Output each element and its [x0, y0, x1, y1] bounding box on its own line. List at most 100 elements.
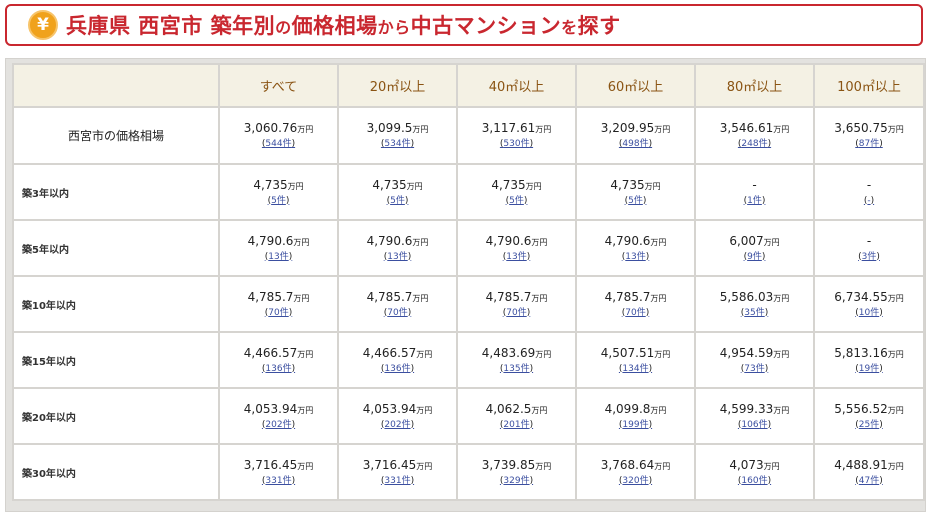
listing-count[interactable]: 534件 — [384, 139, 411, 149]
paren-close: ) — [410, 363, 415, 374]
listing-count-link[interactable]: (35件) — [696, 307, 813, 320]
listing-count[interactable]: 136件 — [384, 363, 411, 374]
listing-count-link[interactable]: (5件) — [577, 195, 694, 208]
listing-count-link[interactable]: (19件) — [815, 363, 923, 376]
listing-count-link[interactable]: (331件) — [220, 475, 337, 488]
listing-count[interactable]: 47件 — [858, 475, 880, 486]
listing-count[interactable]: 199件 — [622, 419, 649, 430]
listing-count-link[interactable]: (70件) — [339, 307, 456, 320]
listing-count[interactable]: 5件 — [628, 195, 643, 206]
listing-count-link[interactable]: (544件) — [220, 138, 337, 151]
listing-count[interactable]: 19件 — [858, 363, 880, 374]
listing-count[interactable]: 530件 — [503, 139, 530, 149]
listing-count[interactable]: 106件 — [741, 419, 768, 430]
listing-count-link[interactable]: (5件) — [339, 195, 456, 208]
paren-close: ) — [410, 475, 415, 486]
listing-count[interactable]: 201件 — [503, 419, 530, 430]
listing-count[interactable]: 5件 — [271, 195, 286, 206]
listing-count-link[interactable]: (135件) — [458, 363, 575, 376]
listing-count-link[interactable]: (13件) — [577, 251, 694, 264]
yen-coin-icon: ¥ — [28, 10, 58, 40]
price-unit: 万円 — [297, 125, 314, 134]
listing-count-link[interactable]: (47件) — [815, 475, 923, 488]
listing-count-link[interactable]: (534件) — [339, 138, 456, 151]
listing-count[interactable]: 9件 — [747, 251, 762, 262]
row-label: 築30年以内 — [12, 443, 220, 501]
listing-count[interactable]: 10件 — [858, 307, 880, 318]
price-cell: 3,209.95万円 (498件) — [575, 106, 696, 165]
listing-count-link[interactable]: (202件) — [220, 419, 337, 432]
listing-count-link[interactable]: (1件) — [696, 195, 813, 208]
listing-count[interactable]: 73件 — [744, 363, 765, 374]
listing-count[interactable]: 135件 — [503, 363, 530, 374]
price-value: 4,599.33万円 — [696, 401, 813, 419]
listing-count[interactable]: 13件 — [506, 251, 527, 262]
listing-count-link[interactable]: (73件) — [696, 363, 813, 376]
listing-count[interactable]: 134件 — [622, 363, 649, 374]
listing-count[interactable]: 331件 — [265, 475, 292, 486]
listing-count[interactable]: 13件 — [387, 251, 408, 262]
listing-count-link[interactable]: (70件) — [220, 307, 337, 320]
paren-close: ) — [291, 419, 296, 430]
listing-count[interactable]: 70件 — [625, 307, 646, 318]
listing-count[interactable]: 5件 — [509, 195, 524, 206]
listing-count[interactable]: 13件 — [625, 251, 646, 262]
listing-count-link[interactable]: (136件) — [339, 363, 456, 376]
listing-count[interactable]: 3件 — [861, 251, 877, 262]
listing-count-link[interactable]: (136件) — [220, 363, 337, 376]
listing-count-link[interactable]: (10件) — [815, 307, 923, 320]
listing-count-link[interactable]: (106件) — [696, 419, 813, 432]
listing-count-link[interactable]: (248件) — [696, 138, 813, 151]
price-cell: 4,735万円 (5件) — [456, 163, 577, 221]
listing-count[interactable]: 35件 — [744, 307, 765, 318]
listing-count-link[interactable]: (160件) — [696, 475, 813, 488]
listing-count-link[interactable]: (329件) — [458, 475, 575, 488]
listing-count[interactable]: 70件 — [268, 307, 289, 318]
listing-count[interactable]: 5件 — [390, 195, 405, 206]
listing-count-link[interactable]: (3件) — [815, 251, 923, 264]
listing-count[interactable]: 136件 — [265, 363, 292, 374]
listing-count[interactable]: 320件 — [622, 475, 649, 486]
listing-count[interactable]: 70件 — [387, 307, 408, 318]
listing-count[interactable]: 202件 — [384, 419, 411, 430]
listing-count-link[interactable]: (199件) — [577, 419, 694, 432]
listing-count[interactable]: 1件 — [747, 195, 762, 206]
listing-count[interactable]: 70件 — [506, 307, 527, 318]
listing-count-link[interactable]: (25件) — [815, 419, 923, 432]
listing-count-link[interactable]: (13件) — [458, 251, 575, 264]
price-number: 4,790.6 — [366, 233, 413, 248]
listing-count[interactable]: 248件 — [741, 139, 768, 149]
price-cell: 4,507.51万円 (134件) — [575, 331, 696, 389]
listing-count[interactable]: 498件 — [622, 139, 649, 149]
price-unit: 万円 — [887, 293, 904, 303]
listing-count-link[interactable]: (13件) — [220, 251, 337, 264]
listing-count-link[interactable]: (320件) — [577, 475, 694, 488]
listing-count-link[interactable]: (201件) — [458, 419, 575, 432]
listing-count[interactable]: 544件 — [265, 139, 292, 149]
listing-count[interactable]: 25件 — [858, 419, 880, 430]
listing-count-link[interactable]: (5件) — [220, 195, 337, 208]
listing-count[interactable]: 331件 — [384, 475, 411, 486]
price-cell: 4,053.94万円 (202件) — [218, 387, 339, 445]
listing-count-link[interactable]: (202件) — [339, 419, 456, 432]
listing-count-link[interactable]: (-) — [815, 195, 923, 208]
listing-count[interactable]: 13件 — [268, 251, 289, 262]
listing-count-link[interactable]: (5件) — [458, 195, 575, 208]
listing-count[interactable]: 160件 — [741, 475, 768, 486]
listing-count-link[interactable]: (9件) — [696, 251, 813, 264]
listing-count-link[interactable]: (70件) — [458, 307, 575, 320]
price-unit: 万円 — [531, 237, 548, 247]
listing-count[interactable]: 87件 — [858, 139, 880, 149]
paren-close: ) — [642, 195, 647, 206]
listing-count-link[interactable]: (70件) — [577, 307, 694, 320]
listing-count-link[interactable]: (87件) — [815, 138, 923, 151]
listing-count[interactable]: 329件 — [503, 475, 530, 486]
price-cell: 3,650.75万円 (87件) — [813, 106, 925, 165]
listing-count-link[interactable]: (331件) — [339, 475, 456, 488]
listing-count-link[interactable]: (134件) — [577, 363, 694, 376]
listing-count-link[interactable]: (13件) — [339, 251, 456, 264]
listing-count-link[interactable]: (530件) — [458, 138, 575, 151]
listing-count[interactable]: 202件 — [265, 419, 292, 430]
listing-count-link[interactable]: (498件) — [577, 138, 694, 151]
listing-count[interactable]: - — [867, 195, 871, 206]
